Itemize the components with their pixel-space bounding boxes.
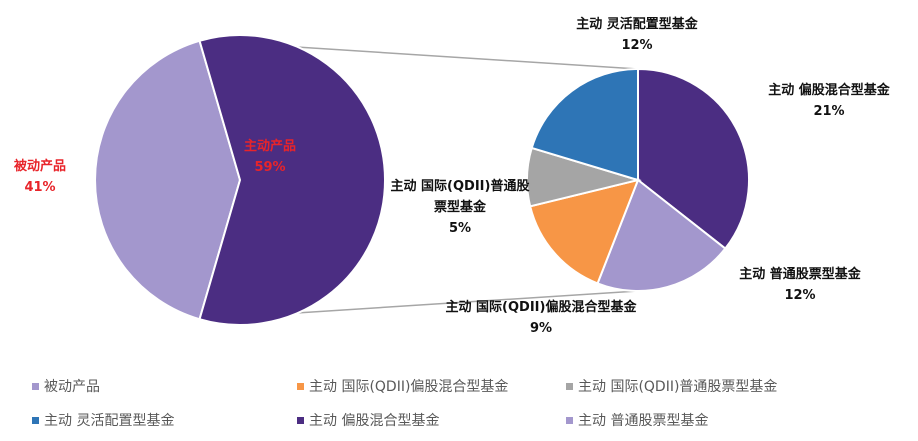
sub-slice-qdii-mixed [528, 178, 640, 285]
legend-swatch [297, 416, 304, 424]
legend-item-mixed-equity: 主动 偏股混合型基金 [297, 410, 439, 430]
legend-swatch [32, 416, 39, 424]
legend-swatch [566, 382, 573, 390]
chart-legend: 被动产品 主动 国际(QDII)偏股混合型基金 主动 国际(QDII)普通股票型… [0, 372, 918, 438]
legend-label: 主动 国际(QDII)普通股票型基金 [578, 379, 778, 395]
pie-slice-active [198, 34, 387, 326]
legend-swatch [32, 382, 39, 390]
pie-slice-passive [94, 39, 242, 321]
legend-item-qdii-stock: 主动 国际(QDII)普通股票型基金 [566, 376, 777, 396]
legend-label: 主动 灵活配置型基金 [44, 413, 175, 429]
legend-label: 主动 国际(QDII)偏股混合型基金 [309, 379, 509, 395]
legend-item-passive: 被动产品 [32, 376, 100, 396]
legend-label: 被动产品 [44, 379, 100, 395]
sub-slice-common-stock [596, 178, 727, 293]
legend-label: 主动 普通股票型基金 [578, 413, 709, 429]
data-label-flexible: 主动 灵活配置型基金 12% [576, 16, 699, 53]
data-label-active: 主动产品 59% [244, 138, 296, 175]
pie-of-pie-chart: 被动产品 41% 主动产品 59% 主动 灵活配置型基金 12% 主动 偏股混合型基金 21%… [13, 16, 891, 336]
data-label-qdii-mixed: 主动 国际(QDII)偏股混合型基金 9% [446, 299, 638, 336]
legend-swatch [297, 382, 304, 390]
data-label-passive: 被动产品 41% [13, 158, 66, 195]
legend-item-common-stock: 主动 普通股票型基金 [566, 410, 708, 430]
legend-item-flexible: 主动 灵活配置型基金 [32, 410, 174, 430]
data-label-mixed-equity: 主动 偏股混合型基金 21% [768, 82, 891, 119]
data-label-common-stock: 主动 普通股票型基金 12% [739, 266, 862, 303]
legend-item-qdii-mixed: 主动 国际(QDII)偏股混合型基金 [297, 376, 508, 396]
legend-label: 主动 偏股混合型基金 [309, 413, 440, 429]
data-label-qdii-stock: 主动 国际(QDII)普通股票型基金 5% [391, 178, 530, 236]
sub-slice-flexible [530, 67, 639, 182]
sub-slice-mixed-equity [637, 67, 750, 250]
legend-swatch [566, 416, 573, 424]
